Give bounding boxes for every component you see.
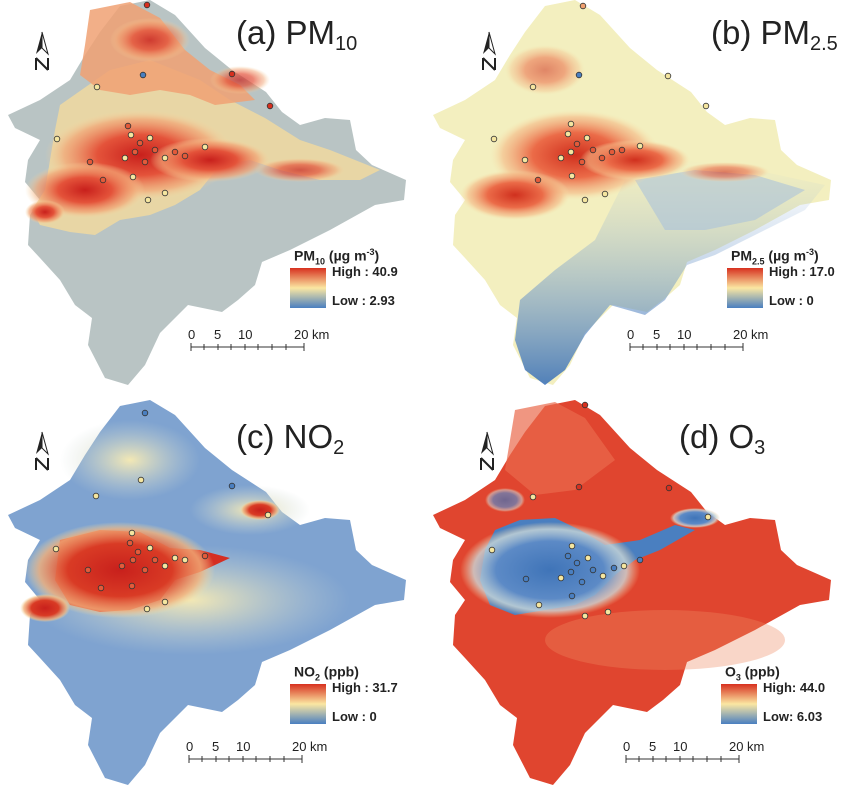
- panel-o3: (d) O3 O3 (ppb) High: 44.0 Low: 6.03 0 5…: [425, 400, 850, 800]
- panel-title: (d) O3: [679, 418, 766, 459]
- scale-bar: 0 5 10 20 km: [188, 327, 329, 357]
- legend-color-ramp: [721, 684, 757, 725]
- legend-low: Low : 2.93: [332, 293, 395, 309]
- monitoring-stations: [490, 2, 710, 204]
- legend-title: PM2.5 (µg m-3): [731, 247, 819, 267]
- legend-low: Low: 6.03: [763, 709, 823, 725]
- north-arrow-icon: [482, 31, 496, 71]
- legend-low: Low : 0: [332, 709, 377, 725]
- map-pm10: [8, 0, 406, 385]
- legend-high: High : 40.9: [332, 264, 398, 280]
- monitoring-stations: [52, 409, 272, 613]
- legend-color-ramp: [727, 268, 763, 309]
- panel-title: (b) PM2.5: [711, 14, 838, 55]
- scale-bar: 0 5 10 20 km: [186, 739, 327, 769]
- map-o3: [433, 400, 831, 785]
- legend-low: Low : 0: [769, 293, 814, 309]
- legend: PM2.5 (µg m-3) High : 17.0 Low : 0: [727, 247, 835, 309]
- north-arrow-icon: [35, 31, 49, 71]
- north-arrow-icon: [480, 431, 494, 471]
- legend-high: High: 44.0: [763, 680, 826, 696]
- panel-no2: (c) NO2 NO2 (ppb) High : 31.7 Low : 0 0 …: [0, 400, 425, 800]
- monitoring-stations: [488, 401, 712, 620]
- legend: PM10 (µg m-3) High : 40.9 Low : 2.93: [290, 247, 398, 309]
- legend-color-ramp: [290, 268, 326, 309]
- scale-bar: 0 5 10 20 km: [623, 739, 764, 769]
- legend-color-ramp: [290, 684, 326, 725]
- panel-pm25: (b) PM2.5 PM2.5 (µg m-3) High : 17.0 Low…: [425, 0, 850, 400]
- legend-title: O3 (ppb): [725, 663, 780, 683]
- panel-pm10: (a) PM10 PM10 (µg m-3) High : 40.9 Low :…: [0, 0, 425, 400]
- map-pm25: [433, 0, 831, 385]
- legend-title: NO2 (ppb): [294, 663, 359, 683]
- panel-title: (a) PM10: [236, 14, 358, 55]
- scale-bar: 0 5 10 20 km: [627, 327, 768, 357]
- map-no2: [8, 400, 406, 785]
- monitoring-stations: [53, 1, 274, 204]
- legend: NO2 (ppb) High : 31.7 Low : 0: [290, 663, 398, 725]
- panel-title: (c) NO2: [236, 418, 345, 459]
- legend: O3 (ppb) High: 44.0 Low: 6.03: [721, 663, 826, 725]
- legend-high: High : 17.0: [769, 264, 835, 280]
- legend-high: High : 31.7: [332, 680, 398, 696]
- north-arrow-icon: [35, 431, 49, 471]
- legend-title: PM10 (µg m-3): [294, 247, 380, 267]
